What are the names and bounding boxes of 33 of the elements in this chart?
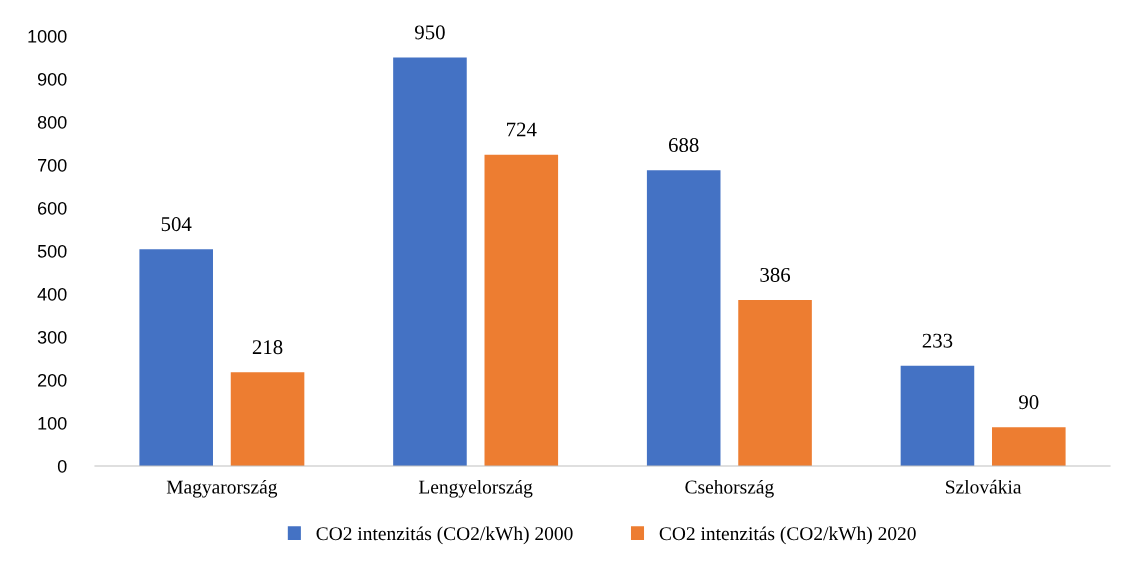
x-tick-label: Magyarország xyxy=(166,479,278,498)
y-tick-label: 100 xyxy=(38,416,67,430)
data-label: 724 xyxy=(507,122,537,137)
data-label: 688 xyxy=(668,137,699,153)
legend-label: CO2 intenzitás (CO2/kWh) 2020 xyxy=(659,526,916,545)
x-tick-label: Csehország xyxy=(685,479,774,498)
bar xyxy=(646,170,721,466)
bar xyxy=(900,365,975,466)
y-tick-label: 600 xyxy=(38,201,67,215)
data-label: 386 xyxy=(760,267,791,282)
data-label: 233 xyxy=(922,333,953,348)
bar xyxy=(230,372,305,466)
y-tick-label: 1000 xyxy=(28,29,67,43)
bar xyxy=(393,57,467,466)
y-tick-label: 200 xyxy=(38,373,67,387)
bar xyxy=(738,300,812,466)
x-tick-label: Lengyelország xyxy=(418,479,533,498)
y-tick-label: 700 xyxy=(38,158,67,172)
y-tick-label: 0 xyxy=(57,459,67,473)
bar xyxy=(139,249,213,466)
data-label: 950 xyxy=(415,25,445,40)
x-tick-label: Szlovákia xyxy=(946,479,1022,494)
data-label: 218 xyxy=(252,340,283,355)
y-tick-label: 500 xyxy=(37,244,67,258)
data-label: 90 xyxy=(1019,395,1039,410)
bar xyxy=(484,154,559,466)
y-tick-label: 300 xyxy=(37,330,67,344)
y-tick-label: 800 xyxy=(37,115,67,129)
legend-label: CO2 intenzitás (CO2/kWh) 2000 xyxy=(316,526,573,545)
y-tick-label: 400 xyxy=(37,287,67,301)
bar xyxy=(992,427,1066,466)
data-label: 504 xyxy=(161,217,192,232)
y-tick-label: 900 xyxy=(37,72,67,86)
